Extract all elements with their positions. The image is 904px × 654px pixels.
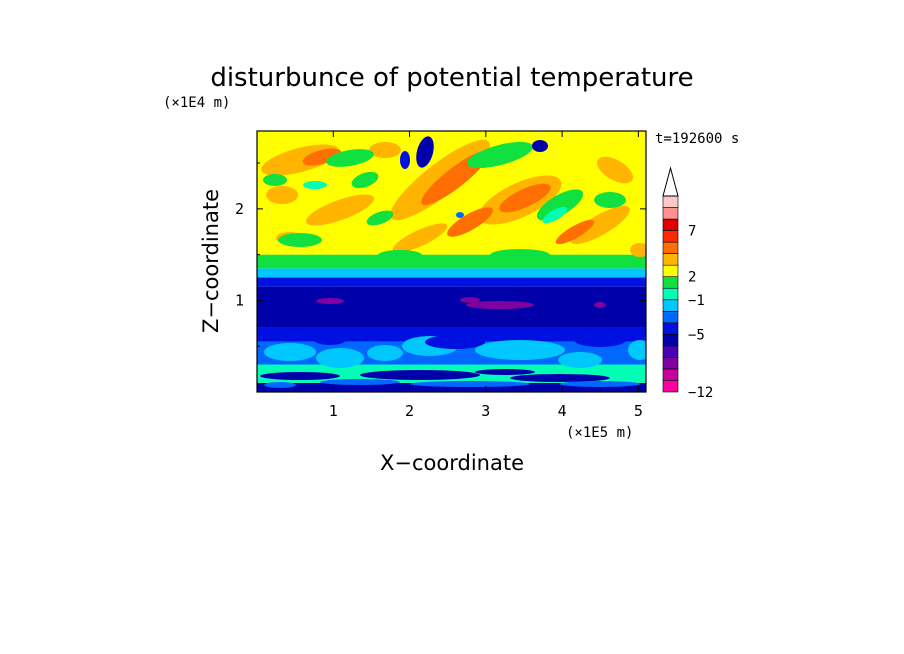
contour-blob <box>260 372 340 380</box>
x-tick-label: 4 <box>558 402 567 420</box>
colorbar-swatch <box>662 334 679 347</box>
contour-blob <box>305 194 375 226</box>
x-tick-label: 3 <box>481 402 490 420</box>
contour-blob <box>425 335 485 349</box>
contour-blob <box>475 369 535 375</box>
contour-blob <box>510 374 610 382</box>
contour-blob <box>326 149 374 167</box>
colorbar-swatch <box>662 357 679 370</box>
contour-blob <box>467 141 533 169</box>
x-tick-label: 5 <box>634 402 643 420</box>
contour-blob <box>499 183 551 213</box>
colorbar-tick-label: 2 <box>688 270 696 286</box>
contour-blob <box>456 212 464 218</box>
contour-blob <box>303 181 327 189</box>
x-axis: 1 2 3 4 5 <box>294 131 643 420</box>
contour-blob <box>594 192 626 208</box>
x-unit-label: (×1E5 m) <box>566 425 633 441</box>
contour-blob <box>366 210 394 226</box>
contour-blob <box>560 381 640 387</box>
colorbar-swatch <box>662 195 679 208</box>
contour-layer <box>257 268 646 278</box>
plot-frame <box>256 130 647 393</box>
colorbar-swatch <box>662 322 679 335</box>
contour-blob <box>536 189 584 221</box>
colorbar-swatch <box>662 241 679 254</box>
contour-blob <box>367 345 403 361</box>
contour-layer <box>257 327 646 342</box>
contour-blob <box>302 148 342 166</box>
contour-blob <box>378 250 422 260</box>
contour-blob <box>447 207 493 237</box>
contour-blob <box>360 370 480 380</box>
contour-blob <box>570 205 630 245</box>
contour-blob <box>264 382 296 388</box>
x-axis-label: X−coordinate <box>380 451 524 475</box>
contour-blob <box>558 352 602 368</box>
contour-blob <box>630 243 646 257</box>
contour-blob <box>555 219 595 245</box>
y-axis: 12 <box>235 162 646 347</box>
colorbar-tick-label: 7 <box>688 224 696 240</box>
x-tick-label: 1 <box>329 402 338 420</box>
time-label: t=192600 s <box>655 131 739 147</box>
contour-layer <box>257 382 646 392</box>
contour-blob <box>410 381 530 387</box>
colorbar-tick-label: −12 <box>688 385 713 401</box>
colorbar-swatch <box>662 310 679 324</box>
contour-blob <box>316 348 364 368</box>
contour-blob <box>400 151 410 169</box>
colorbar-swatch <box>662 218 679 231</box>
chart-title: disturbunce of potential temperature <box>210 63 693 93</box>
contour-blob <box>264 343 316 361</box>
colorbar-swatch <box>662 380 679 393</box>
colorbar-swatch <box>662 368 679 381</box>
y-unit-label: (×1E4 m) <box>163 95 230 111</box>
colorbar-swatch <box>662 264 679 278</box>
colorbar-tick-label: −5 <box>688 327 705 343</box>
y-tick-label: 2 <box>235 200 244 218</box>
contour-blob <box>542 206 568 224</box>
colorbar-swatch <box>662 230 679 243</box>
colorbar-extend-arrow <box>662 166 679 197</box>
contour-layer <box>257 254 646 269</box>
colorbar-swatch <box>662 287 679 301</box>
colorbar-swatch <box>662 345 679 358</box>
contour-blob <box>532 140 548 152</box>
contour-blob <box>351 171 379 189</box>
y-axis-label: Z−coordinate <box>199 189 223 333</box>
colorbar-tick-label: −1 <box>688 293 705 309</box>
contour-blob <box>475 340 565 360</box>
contour-layer <box>257 286 646 328</box>
contour-blob <box>369 142 401 158</box>
colorbar-swatch <box>662 253 679 266</box>
colorbar: 7 2 −1 −5 −12 <box>662 166 713 401</box>
plot-area <box>257 131 646 392</box>
colorbar-swatch <box>662 276 679 289</box>
contour-blob <box>594 302 606 308</box>
contour-blob <box>314 335 346 345</box>
contour-blob <box>416 136 434 168</box>
contour-blob <box>316 298 344 304</box>
contour-blob <box>574 333 626 347</box>
contour-blob <box>392 223 448 253</box>
contour-blob <box>320 379 400 385</box>
contour-blob <box>628 340 646 360</box>
contour-blob <box>466 301 534 309</box>
colorbar-swatch <box>662 299 679 312</box>
contour-blob <box>263 174 287 186</box>
contour-layer <box>257 277 646 287</box>
x-tick-label: 2 <box>405 402 414 420</box>
contour-blob <box>460 297 480 303</box>
colorbar-swatch <box>662 207 679 220</box>
contour-blob <box>266 186 298 204</box>
y-tick-label: 1 <box>235 291 244 309</box>
contour-blob <box>278 233 322 247</box>
contour-blobs <box>260 136 646 388</box>
contour-blob <box>490 249 550 261</box>
contour-blob <box>596 156 634 184</box>
